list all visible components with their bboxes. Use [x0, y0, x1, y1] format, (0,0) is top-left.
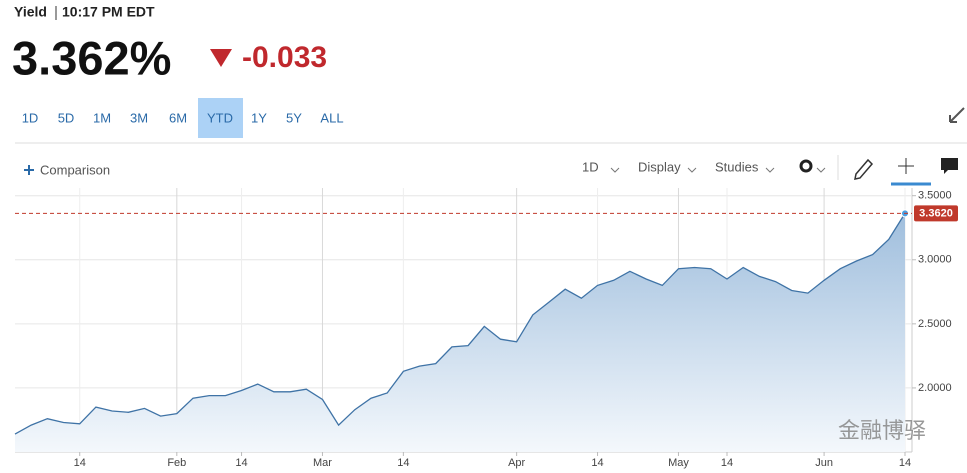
studies-menu[interactable]: Studies	[715, 159, 759, 174]
chevron	[816, 167, 826, 173]
change: -0.033	[242, 41, 327, 74]
plot-area: 2.0000 2.5000 3.0000 3.5000 14 Feb 14 Mar 14 Apr 1…	[14, 188, 958, 469]
range-button[interactable]: 5Y	[286, 110, 302, 125]
x-tick-label: May	[668, 457, 689, 469]
x-tick-label: Apr	[508, 457, 525, 469]
chevron	[687, 167, 697, 173]
settings-icon[interactable]	[799, 159, 813, 173]
range-button[interactable]: 3M	[130, 110, 148, 125]
watermark: 金融博驿	[838, 418, 926, 443]
x-tick-label: Jun	[815, 457, 833, 469]
x-tick-label: 14	[899, 457, 911, 469]
reference-label-bg	[914, 205, 958, 222]
y-tick-label: 3.0000	[918, 254, 952, 266]
line	[14, 213, 906, 435]
range-button[interactable]: YTD	[207, 110, 233, 125]
draw-icon[interactable]	[854, 158, 874, 180]
chevron	[765, 167, 775, 173]
interval-menu[interactable]: 1D	[582, 159, 599, 174]
range-buttons: 1D 5D 1M 3M 6M YTD 1Y 5Y ALL	[22, 98, 344, 138]
range-button[interactable]: 1D	[22, 110, 39, 125]
x-tick-label: 14	[397, 457, 409, 469]
selected-range-bg	[198, 98, 243, 138]
y-tick-label: 2.0000	[918, 382, 952, 394]
area	[15, 213, 905, 452]
x-tick-label: Mar	[313, 457, 332, 469]
price: 3.362%	[12, 31, 171, 84]
range-button[interactable]: ALL	[320, 110, 343, 125]
x-tick-label: Feb	[167, 457, 186, 469]
quote-label: Yield	[14, 4, 47, 20]
x-tick-label: 14	[74, 457, 86, 469]
comparison-button[interactable]: Comparison	[24, 162, 110, 177]
range-button[interactable]: 1Y	[251, 110, 267, 125]
down-arrow	[210, 49, 232, 67]
display-menu[interactable]: Display	[638, 159, 681, 174]
range-button[interactable]: 6M	[169, 110, 187, 125]
x-tick-label: 14	[721, 457, 733, 469]
y-tick-label: 3.5000	[918, 190, 952, 202]
reference-label: 3.3620	[919, 207, 953, 219]
x-tick-label: 14	[235, 457, 247, 469]
comparison-label[interactable]: Comparison	[40, 162, 110, 177]
range-button[interactable]: 1M	[93, 110, 111, 125]
comment-icon[interactable]	[941, 158, 958, 174]
y-tick-label: 2.5000	[918, 318, 952, 330]
range-button[interactable]: 5D	[58, 110, 75, 125]
x-tick-label: 14	[591, 457, 603, 469]
chevron	[610, 167, 620, 173]
expand-icon[interactable]	[949, 107, 965, 123]
quote-time: 10:17 PM EDT	[62, 4, 155, 20]
